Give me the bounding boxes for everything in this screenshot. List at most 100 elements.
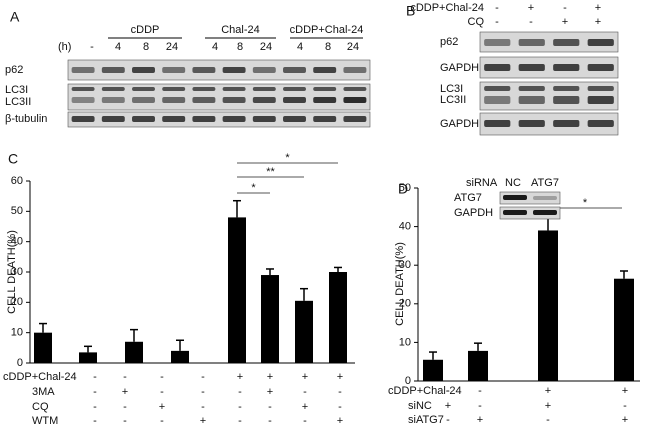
blot-band [101,97,125,103]
y-axis-label: CELL DEATH(%) [394,242,406,326]
blot-band [283,87,306,91]
treatment-sign: + [337,371,343,383]
row-label: LC3I [440,83,463,95]
blot-band [553,64,580,71]
treatment-sign: + [337,415,343,427]
inset-row: ATG7 [454,192,482,204]
treatment-sign: - [478,400,482,412]
treatment-sign: - [446,414,450,426]
y-tick-label: 30 [399,259,411,271]
treatment-sign: - [495,2,499,14]
lane-label: 4 [297,41,303,53]
row-label: LC3II [5,96,31,108]
treatment-name: cDDP+Chal-24 [3,371,77,383]
blot-band [518,86,545,91]
treatment-sign: + [445,400,451,412]
panel-label: C [8,151,18,167]
treatment-sign: + [237,371,243,383]
row-label: p62 [5,64,23,76]
treatment-sign: - [93,386,97,398]
treatment-sign: - [338,401,342,413]
lane-label: 4 [212,41,218,53]
treatment-sign: + [562,16,568,28]
row-label: GAPDH [440,62,479,74]
blot-band [132,97,155,103]
y-tick-label: 50 [399,182,411,194]
treatment-sign: + [200,415,206,427]
row-label: LC3I [5,84,28,96]
treatment-sign: + [595,16,601,28]
y-tick-label: 0 [405,375,411,387]
blot-band [518,96,545,104]
blot-band [222,87,246,91]
blot [479,31,619,53]
y-tick-label: 40 [399,221,411,233]
lane-label: 24 [347,41,359,53]
inset-lane: ATG7 [531,177,559,189]
blot-band [484,96,511,104]
blot-band [587,120,614,127]
lane-label: 8 [143,41,149,53]
blot-band [71,87,95,91]
treatment-sign: - [123,371,127,383]
blot-band [313,67,337,73]
treatment-sign: - [478,385,482,397]
y-tick-label: 30 [11,266,23,278]
bar [423,359,443,381]
y-tick-label: 40 [11,236,23,248]
significance-label: ** [266,166,275,178]
bar [538,230,558,381]
bar [468,350,488,381]
blot-band [162,116,186,122]
blot-band [252,97,276,103]
lane-label: 24 [260,41,272,53]
treatment-sign: - [123,415,127,427]
treatment-sign: + [477,414,483,426]
blot-band [587,64,614,71]
blot-band [313,97,337,103]
blot-band [587,39,614,46]
treatment-sign: - [446,385,450,397]
blot-band [484,86,511,91]
treatment-sign: + [622,385,628,397]
treatment-sign: + [595,2,601,14]
treatment-sign: - [303,415,307,427]
inset-row: GAPDH [454,207,493,219]
blot-band [503,195,527,200]
blot-band [162,67,186,73]
y-tick-label: 60 [11,175,23,187]
blot-band [162,87,186,91]
blot-band [587,86,614,91]
blot-band [283,97,306,103]
treatment-sign: - [160,415,164,427]
bar [125,341,143,363]
treatment-sign: - [238,415,242,427]
panel-label: D [398,181,408,197]
treatment-sign: + [302,371,308,383]
treatment-sign: - [201,386,205,398]
blot-band [343,116,367,122]
row-label: p62 [440,36,458,48]
blot-band [283,67,306,73]
blot-band [553,39,580,46]
blot-band [533,210,557,215]
blot-band [101,67,125,73]
bar [34,332,52,363]
treatment-sign: - [268,401,272,413]
blot-band [101,87,125,91]
lane-label: 8 [325,41,331,53]
blot-band [252,67,276,73]
blot-band [484,120,511,127]
bar [295,300,313,363]
blot [479,112,619,136]
blot-band [192,67,216,73]
treatment-name: CQ [32,401,49,413]
treatment-sign: + [545,400,551,412]
blot-band [343,67,367,73]
blot-band [101,116,125,122]
lane-label: - [90,41,94,53]
blot-band [313,87,337,91]
treatment-sign: - [160,371,164,383]
significance-label: * [285,152,290,164]
